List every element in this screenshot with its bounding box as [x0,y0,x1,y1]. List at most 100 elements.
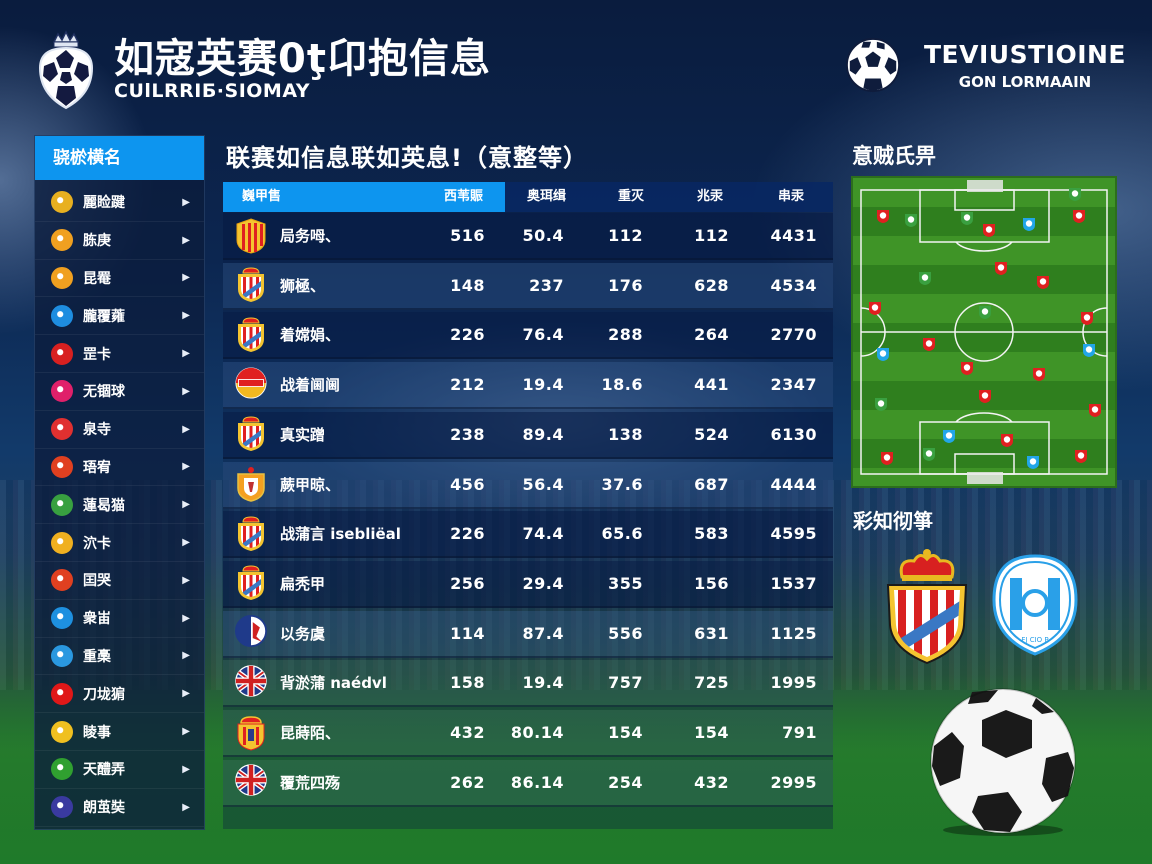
player-marker-green[interactable] [921,446,937,462]
sidebar-item-0[interactable]: 麗睑踺 ▶ [35,184,204,222]
table-row[interactable]: 覆荒四殇 262 86.14 254 432 2995 [223,759,833,807]
stat-cell-3: 355 [608,573,643,593]
player-marker-red[interactable] [1035,274,1051,290]
sidebar-item-4[interactable]: 罡卡 ▶ [35,335,204,373]
player-marker-red[interactable] [981,222,997,238]
team-name: 着嫦娟、 [280,326,341,345]
team-a-crest-icon[interactable] [884,545,970,665]
stat-cell-3: 154 [608,723,643,742]
stat-cell-3: 112 [608,226,643,245]
club-crest-orange-icon [51,229,73,252]
player-marker-red[interactable] [1031,366,1047,382]
stat-cell-2: 19.4 [522,375,564,395]
column-header-2[interactable]: 奥珥缉 [527,189,567,204]
table-header: 巍甲售 西苇賑 奥珥缉 重灭 兆汞 串汞 [223,182,833,212]
chevron-right-icon: ▶ [182,461,190,473]
player-marker-red[interactable] [993,260,1009,276]
player-marker-red[interactable] [1087,402,1103,418]
sidebar-item-label: 重槀 [83,648,111,665]
stat-cell-1: 226 [450,524,485,544]
player-marker-green[interactable] [873,396,889,412]
stat-cell-5: 4431 [770,226,817,245]
player-marker-green[interactable] [959,210,975,226]
table-row[interactable]: 着嫦娟、 226 76.4 288 264 2770 [223,312,833,360]
blue-white-red-round-icon [235,615,267,651]
player-marker-red[interactable] [875,208,891,224]
player-marker-red[interactable] [1073,448,1089,464]
stat-cell-4: 631 [694,623,729,643]
sidebar-item-6[interactable]: 泉寺 ▶ [35,411,204,449]
stat-cell-2: 29.4 [522,573,564,593]
sidebar-item-8[interactable]: 蓮曷猫 ▶ [35,486,204,525]
club-crest-red-icon [51,682,73,705]
player-marker-red[interactable] [959,360,975,376]
player-marker-blue[interactable] [1081,342,1097,358]
column-header-1[interactable]: 西苇賑 [444,189,484,204]
player-marker-red[interactable] [879,450,895,466]
sidebar-item-7[interactable]: 珸宥 ▶ [35,449,204,487]
table-row[interactable]: 局务呣、 516 50.4 112 112 4431 [223,213,833,260]
player-marker-red[interactable] [999,432,1015,448]
player-marker-red[interactable] [1079,310,1095,326]
yellow-red-stripes-shield-icon [235,217,267,254]
sidebar-item-10[interactable]: 囯哭 ▶ [35,562,204,600]
club-crest-blue-icon [51,304,73,327]
table-row[interactable]: 蕨甲晾、 456 56.4 37.6 687 4444 [223,461,833,509]
player-marker-blue[interactable] [941,428,957,444]
sidebar-item-1[interactable]: 胨庚 ▶ [35,222,204,260]
tactics-field[interactable] [851,176,1117,488]
club-crest-yellow-stripes-icon [51,531,73,554]
table-row[interactable]: 战着阃阃 212 19.4 18.6 441 2347 [223,362,833,410]
player-marker-red[interactable] [1071,208,1087,224]
player-marker-green[interactable] [1067,186,1083,202]
player-marker-green[interactable] [977,304,993,320]
column-header-5[interactable]: 串汞 [778,189,805,204]
team-name: 战着阃阃 [280,376,341,395]
player-marker-green[interactable] [917,270,933,286]
sidebar-item-14[interactable]: 睖事 ▶ [35,713,204,751]
stat-cell-4: 441 [694,375,729,395]
sidebar-item-label: 麗睑踺 [83,195,125,212]
sidebar-item-5[interactable]: 无锢球 ▶ [35,373,204,411]
player-marker-red[interactable] [977,388,993,404]
player-marker-red[interactable] [867,300,883,316]
player-marker-blue[interactable] [1025,454,1041,470]
club-crest-red-yellow-icon [51,455,73,478]
stat-cell-1: 158 [450,673,485,693]
table-row[interactable]: 昆蒔陌、 432 80.14 154 154 791 [223,710,833,757]
club-crest-green-icon [51,758,73,781]
sidebar-item-12[interactable]: 重槀 ▶ [35,638,204,676]
table-row[interactable]: 狮極、 148 237 176 628 4534 [223,262,833,310]
chevron-right-icon: ▶ [182,272,190,284]
table-row[interactable]: 战蒲言 isebliëal 226 74.4 65.6 583 4595 [223,511,833,559]
sidebar-item-11[interactable]: 衆峀 ▶ [35,600,204,638]
player-marker-blue[interactable] [1021,216,1037,232]
column-header-3[interactable]: 重灭 [618,189,645,204]
stat-cell-5: 6130 [770,424,817,444]
table-row[interactable]: 扁秃甲 256 29.4 355 156 1537 [223,560,833,608]
team-b-crest-icon[interactable]: FJ CIO P [992,554,1078,656]
sidebar-item-9[interactable]: 泬卡 ▶ [35,524,204,562]
header-highlight [223,182,505,212]
red-white-stripes-crest-icon [235,267,267,303]
player-marker-blue[interactable] [875,346,891,362]
stat-cell-2: 86.14 [510,772,564,792]
chevron-right-icon: ▶ [182,499,190,511]
stat-cell-5: 2770 [770,325,817,345]
sidebar-item-13[interactable]: 刀垅猏 ▶ [35,675,204,714]
column-header-4[interactable]: 兆汞 [697,189,724,204]
tactics-title: 意贼氏畀 [852,144,936,168]
table-row[interactable]: 以务虞 114 87.4 556 631 1125 [223,610,833,658]
table-row[interactable]: 背淤蒲 naédvl 158 19.4 757 725 1995 [223,660,833,708]
column-header-team[interactable]: 巍甲售 [242,189,282,204]
table-row[interactable]: 真实蹭 238 89.4 138 524 6130 [223,411,833,459]
player-marker-red[interactable] [921,336,937,352]
sidebar-item-3[interactable]: 朧覆蕹 ▶ [35,297,204,336]
sidebar-item-16[interactable]: 朗茧奘 ▶ [35,789,204,827]
header-right-brand: TEVIUSTIOINE GON LORMAAIN [844,34,1126,96]
sidebar-item-2[interactable]: 昆罨 ▶ [35,260,204,298]
sidebar-item-15[interactable]: 天醴弄 ▶ [35,751,204,789]
orange-crest-icon [235,466,267,502]
player-marker-green[interactable] [903,212,919,228]
team-name: 昆蒔陌、 [280,724,341,742]
